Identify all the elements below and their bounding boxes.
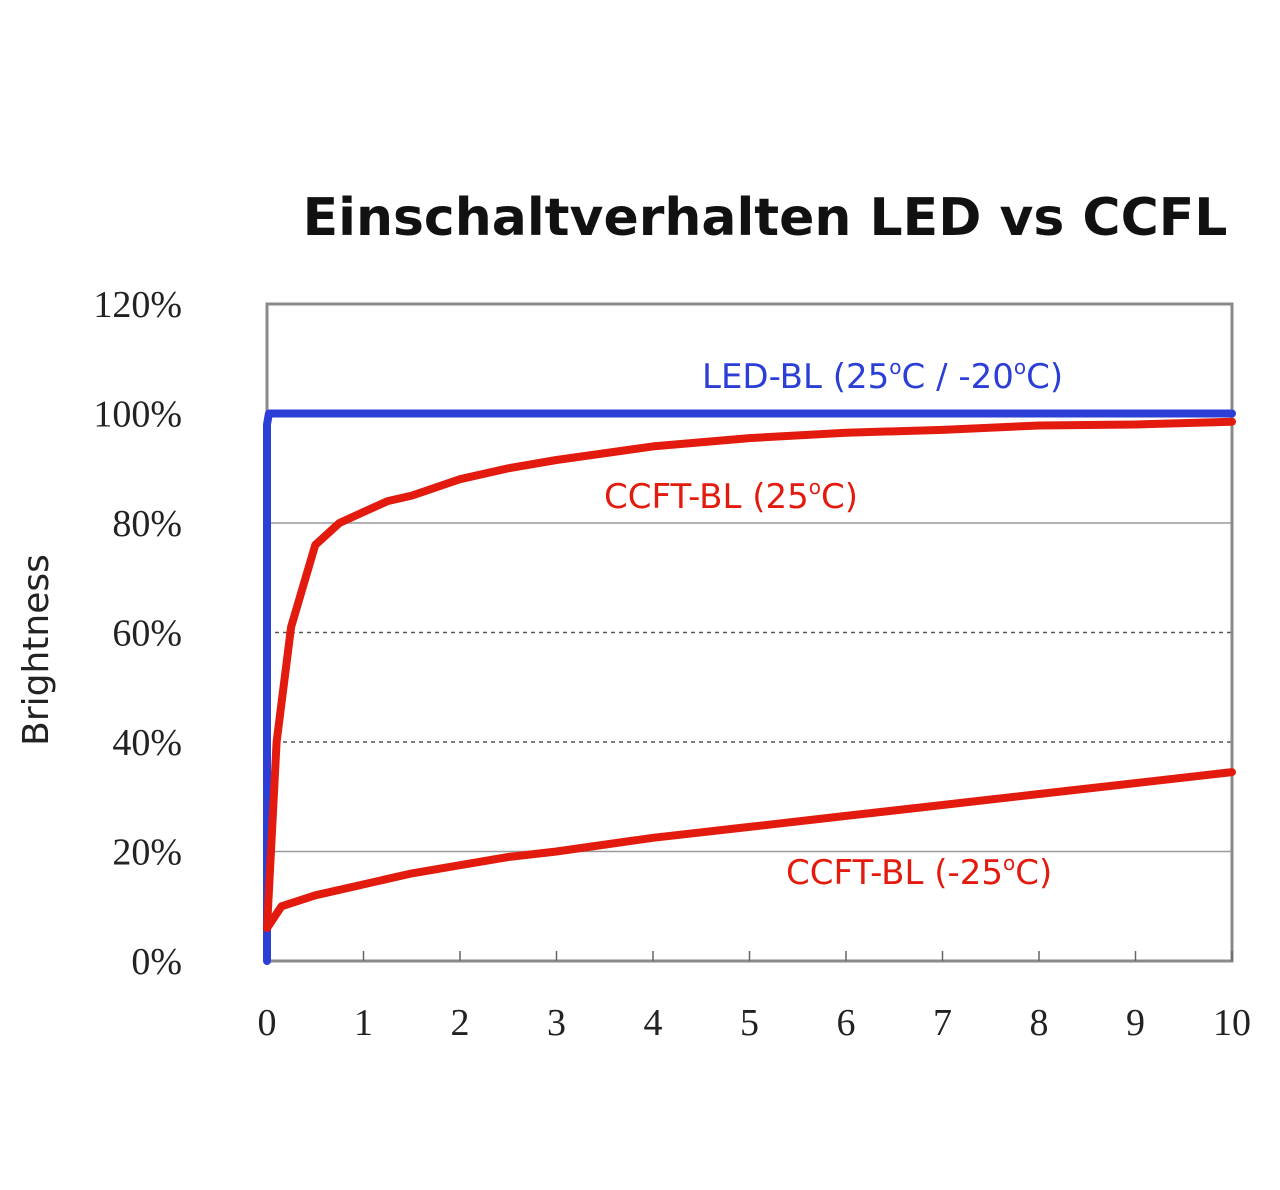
- y-tick-label: 80%: [112, 503, 182, 545]
- x-tick-label: 2: [451, 1002, 470, 1044]
- x-tick-label: 3: [547, 1002, 566, 1044]
- y-tick-label: 60%: [112, 613, 182, 655]
- chart-title: Einschaltverhalten LED vs CCFL: [302, 188, 1228, 248]
- x-tick-label: 5: [740, 1002, 759, 1044]
- y-tick-label: 120%: [93, 284, 182, 326]
- y-axis-title: Brightness: [16, 554, 57, 746]
- x-axis: 0 1 2 3 4 5 6 7 8 9 10: [258, 951, 1251, 1044]
- y-tick-label: 20%: [112, 832, 182, 874]
- x-tick-label: 10: [1213, 1002, 1251, 1044]
- series-labels: LED-BL (25oC / -20oC) CCFT-BL (25oC) CCFT-…: [604, 355, 1063, 893]
- y-tick-label: 40%: [112, 722, 182, 764]
- y-tick-label: 0%: [131, 941, 182, 983]
- y-axis: 0% 20% 40% 60% 80% 100% 120%: [93, 284, 182, 983]
- series-label-1: CCFT-BL (25oC): [604, 475, 858, 517]
- series-group: [263, 409, 1236, 965]
- x-tick-label: 4: [644, 1002, 663, 1044]
- x-tick-label: 9: [1126, 1002, 1145, 1044]
- series-label-0: LED-BL (25oC / -20oC): [702, 355, 1063, 397]
- x-tick-label: 8: [1030, 1002, 1049, 1044]
- x-tick-label: 1: [354, 1002, 373, 1044]
- x-tick-label: 0: [258, 1002, 277, 1044]
- y-tick-label: 100%: [93, 394, 182, 436]
- series-line-0: [263, 409, 1236, 965]
- series-line-2: [263, 768, 1236, 933]
- grid: [267, 522, 1232, 853]
- x-tick-label: 7: [933, 1002, 952, 1044]
- series-label-2: CCFT-BL (-25oC): [786, 851, 1052, 893]
- series-line-1: [263, 417, 1236, 933]
- x-tick-label: 6: [837, 1002, 856, 1044]
